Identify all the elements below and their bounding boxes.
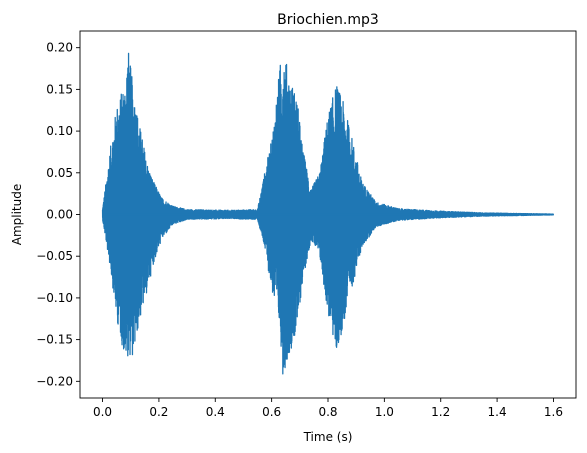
y-tick-label: 0.10 bbox=[46, 124, 73, 138]
x-tick-label: 1.4 bbox=[488, 405, 507, 419]
x-axis: 0.0 0.2 0.4 0.6 0.8 1.0 1.2 1.4 1.6 bbox=[93, 398, 563, 419]
y-tick-label: −0.05 bbox=[36, 249, 73, 263]
x-tick-label: 0.4 bbox=[206, 405, 225, 419]
y-axis-title: Amplitude bbox=[10, 184, 24, 246]
waveform-series bbox=[101, 52, 555, 375]
y-tick-label: 0.20 bbox=[46, 41, 73, 55]
x-tick-label: 1.0 bbox=[375, 405, 394, 419]
y-tick-label: −0.15 bbox=[36, 333, 73, 347]
y-tick-label: −0.10 bbox=[36, 291, 73, 305]
x-tick-label: 1.6 bbox=[544, 405, 563, 419]
y-tick-label: 0.00 bbox=[46, 208, 73, 222]
y-axis: −0.20 −0.15 −0.10 −0.05 0.00 0.05 0.10 0.15 0.20 bbox=[36, 41, 80, 388]
y-tick-label: 0.15 bbox=[46, 82, 73, 96]
x-axis-title: Time (s) bbox=[303, 430, 353, 444]
plot-area bbox=[101, 52, 555, 375]
x-tick-label: 0.2 bbox=[149, 405, 168, 419]
y-tick-label: 0.05 bbox=[46, 166, 73, 180]
x-tick-label: 0.6 bbox=[262, 405, 281, 419]
x-tick-label: 0.8 bbox=[318, 405, 337, 419]
x-tick-label: 1.2 bbox=[431, 405, 450, 419]
x-tick-label: 0.0 bbox=[93, 405, 112, 419]
y-tick-label: −0.20 bbox=[36, 374, 73, 388]
chart-title: Briochien.mp3 bbox=[277, 12, 379, 28]
